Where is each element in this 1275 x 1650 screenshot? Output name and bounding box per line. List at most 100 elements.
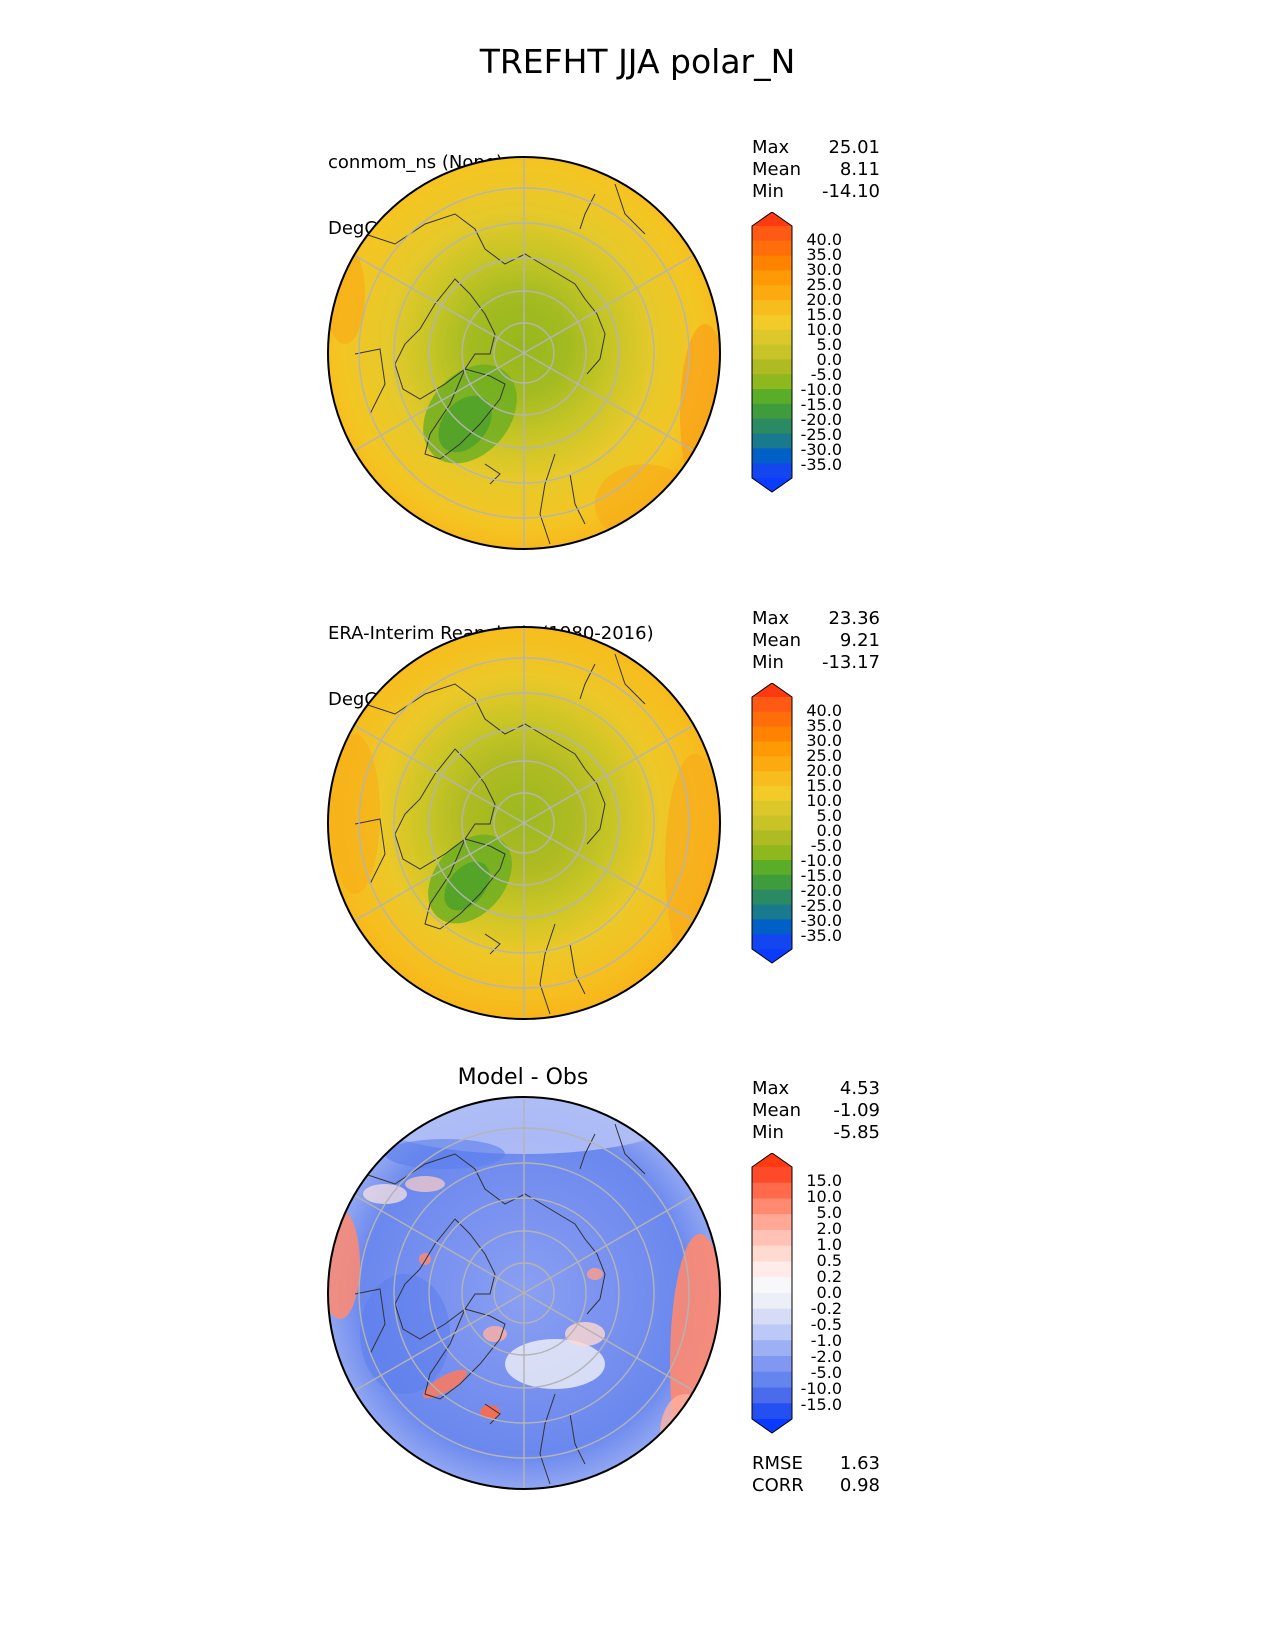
colorbar-tick-label: -10.0 — [800, 851, 842, 870]
colorbar-cell — [752, 934, 792, 950]
metric-value: 0.98 — [839, 1475, 880, 1496]
colorbar-cell — [752, 756, 792, 772]
panel-3-polar-map — [327, 1096, 721, 1490]
panel-1-polar-map — [327, 156, 721, 550]
stat-mean: Mean 8.11 — [752, 159, 880, 181]
colorbar-tick-label: -35.0 — [800, 926, 842, 945]
colorbar-tick-label: 30.0 — [806, 260, 842, 279]
colorbar-cell — [752, 1261, 792, 1278]
stat-value: -13.17 — [821, 652, 880, 673]
colorbar-tick-label: 20.0 — [806, 761, 842, 780]
colorbar-tick-label: 5.0 — [816, 335, 842, 354]
colorbar-cell — [752, 726, 792, 742]
panel-2-colorbar-labels: 40.0 35.0 30.0 25.0 20.0 15.0 10.0 5.0 0.0 -5.0 -1… — [790, 703, 842, 953]
colorbar-tick-label: 1.0 — [816, 1235, 842, 1254]
colorbar-tick-label: -5.0 — [810, 1363, 842, 1382]
stat-label: Max — [752, 608, 790, 629]
colorbar-cells — [752, 697, 792, 950]
colorbar-cell — [752, 1324, 792, 1341]
colorbar-tick-label: 25.0 — [806, 275, 842, 294]
panel-2-polar-map — [327, 626, 721, 1020]
colorbar-tick-label: -30.0 — [800, 911, 842, 930]
colorbar-cell — [752, 226, 792, 242]
stat-value: -1.09 — [833, 1100, 880, 1121]
colorbar-tick-label: 20.0 — [806, 290, 842, 309]
colorbar-cell — [752, 1293, 792, 1310]
figure-title: TREFHT JJA polar_N — [479, 42, 796, 81]
stat-min: Min -5.85 — [752, 1122, 880, 1144]
stat-label: Max — [752, 137, 790, 158]
colorbar-cell — [752, 329, 792, 346]
colorbar-cell — [752, 860, 792, 876]
colorbar-cell — [752, 374, 792, 390]
colorbar-cell — [752, 344, 792, 360]
stat-label: Min — [752, 1122, 784, 1143]
metric-value: 1.63 — [839, 1453, 880, 1474]
colorbar-cell — [752, 919, 792, 935]
colorbar-tick-label: 40.0 — [806, 230, 842, 249]
metric-label: RMSE — [752, 1453, 803, 1474]
colorbar-under-arrow — [752, 478, 792, 492]
colorbar-cell — [752, 359, 792, 375]
colorbar-cell — [752, 1167, 792, 1184]
stat-label: Min — [752, 652, 784, 673]
colorbar-cell — [752, 240, 792, 257]
colorbar-over-arrow — [752, 683, 792, 697]
colorbar-tick-label: -5.0 — [810, 836, 842, 855]
colorbar-cell — [752, 800, 792, 817]
colorbar-cell — [752, 433, 792, 449]
colorbar-tick-label: 0.2 — [816, 1267, 842, 1286]
colorbar-cells — [752, 226, 792, 479]
panel-1-stats: Max 25.01 Mean 8.11 Min -14.10 — [752, 137, 880, 203]
colorbar-tick-label: -15.0 — [800, 866, 842, 885]
colorbar-tick-label: -1.0 — [810, 1331, 842, 1350]
colorbar-tick-label: 5.0 — [816, 1203, 842, 1222]
panel-2-colorbar — [751, 683, 793, 964]
colorbar-cell — [752, 1340, 792, 1357]
stat-max: Max 25.01 — [752, 137, 880, 159]
panel-3-stats: Max 4.53 Mean -1.09 Min -5.85 — [752, 1078, 880, 1144]
colorbar-tick-label: 2.0 — [816, 1219, 842, 1238]
colorbar-tick-label: -35.0 — [800, 455, 842, 474]
colorbar-tick-label: -2.0 — [810, 1347, 842, 1366]
colorbar-cell — [752, 448, 792, 464]
stat-max: Max 4.53 — [752, 1078, 880, 1100]
coastlines — [354, 1123, 646, 1485]
colorbar-cell — [752, 711, 792, 728]
stat-value: -5.85 — [833, 1122, 880, 1143]
colorbar-cell — [752, 1308, 792, 1325]
colorbar-cell — [752, 1277, 792, 1294]
colorbar-cell — [752, 845, 792, 861]
colorbar-cell — [752, 314, 792, 331]
stat-value: 4.53 — [839, 1078, 880, 1099]
colorbar-tick-label: 10.0 — [806, 1187, 842, 1206]
colorbar-cell — [752, 1230, 792, 1247]
graticule — [353, 157, 695, 549]
colorbar-cell — [752, 815, 792, 831]
stat-mean: Mean 9.21 — [752, 630, 880, 652]
colorbar-tick-label: 0.0 — [816, 1283, 842, 1302]
stat-label: Min — [752, 181, 784, 202]
colorbar-cell — [752, 874, 792, 891]
colorbar-tick-label: -0.2 — [810, 1299, 842, 1318]
panel-3-metrics: RMSE 1.63 CORR 0.98 — [752, 1453, 880, 1497]
stat-label: Mean — [752, 159, 802, 180]
metric-corr: CORR 0.98 — [752, 1475, 880, 1497]
colorbar-cell — [752, 1356, 792, 1373]
colorbar-tick-label: 30.0 — [806, 731, 842, 750]
colorbar-over-arrow — [752, 1153, 792, 1167]
colorbar-tick-label: 40.0 — [806, 701, 842, 720]
colorbar-cell — [752, 1182, 792, 1199]
colorbar-tick-label: 25.0 — [806, 746, 842, 765]
colorbar-tick-label: -10.0 — [800, 1379, 842, 1398]
stat-mean: Mean -1.09 — [752, 1100, 880, 1122]
stat-label: Max — [752, 1078, 790, 1099]
colorbar-tick-label: -15.0 — [800, 395, 842, 414]
coastlines — [354, 183, 646, 545]
metric-rmse: RMSE 1.63 — [752, 1453, 880, 1475]
colorbar-tick-label: -20.0 — [800, 881, 842, 900]
colorbar-tick-label: -0.5 — [810, 1315, 842, 1334]
colorbar-tick-label: -30.0 — [800, 440, 842, 459]
colorbar-tick-label: -10.0 — [800, 380, 842, 399]
colorbar-cells — [752, 1167, 792, 1420]
